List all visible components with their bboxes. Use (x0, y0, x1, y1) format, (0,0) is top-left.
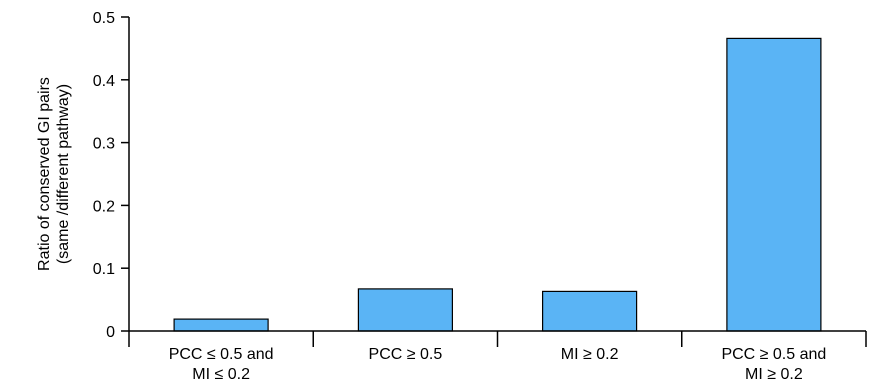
y-axis-label: Ratio of conserved GI pairs (same /differ… (36, 77, 72, 271)
x-tick-label-line: PCC ≤ 0.5 and (169, 346, 274, 363)
y-tick-label: 0.4 (93, 73, 115, 90)
x-tick-label-line: MI ≤ 0.2 (192, 366, 250, 383)
y-axis-ticks: 0 0.1 0.2 0.3 0.4 0.5 (93, 10, 129, 341)
y-axis-title: Ratio of conserved GI pairs (same /differ… (36, 77, 72, 271)
bar (173, 318, 269, 332)
y-tick-label: 0.3 (93, 136, 115, 153)
x-tick-label-line: PCC ≥ 0.5 (369, 346, 443, 363)
x-tick-label: PCC ≤ 0.5 and MI ≤ 0.2 (169, 346, 274, 383)
bars (173, 37, 822, 332)
bar (357, 288, 453, 332)
y-axis-title-line: Ratio of conserved GI pairs (36, 77, 53, 271)
x-tick-label: MI ≥ 0.2 (561, 346, 619, 363)
x-tick-label-line: PCC ≥ 0.5 and (721, 346, 826, 363)
y-tick-label: 0.2 (93, 198, 115, 215)
x-tick-label: PCC ≥ 0.5 (369, 346, 443, 363)
y-tick-label: 0 (106, 324, 115, 341)
bar (726, 37, 822, 332)
x-tick-label: PCC ≥ 0.5 and MI ≥ 0.2 (721, 346, 826, 383)
y-tick-label: 0.1 (93, 261, 115, 278)
x-tick-label-line: MI ≥ 0.2 (745, 366, 803, 383)
y-axis-title-line: (same /different pathway) (55, 84, 72, 264)
y-tick-label: 0.5 (93, 10, 115, 27)
bar (541, 290, 638, 332)
x-tick-label-line: MI ≥ 0.2 (561, 346, 619, 363)
